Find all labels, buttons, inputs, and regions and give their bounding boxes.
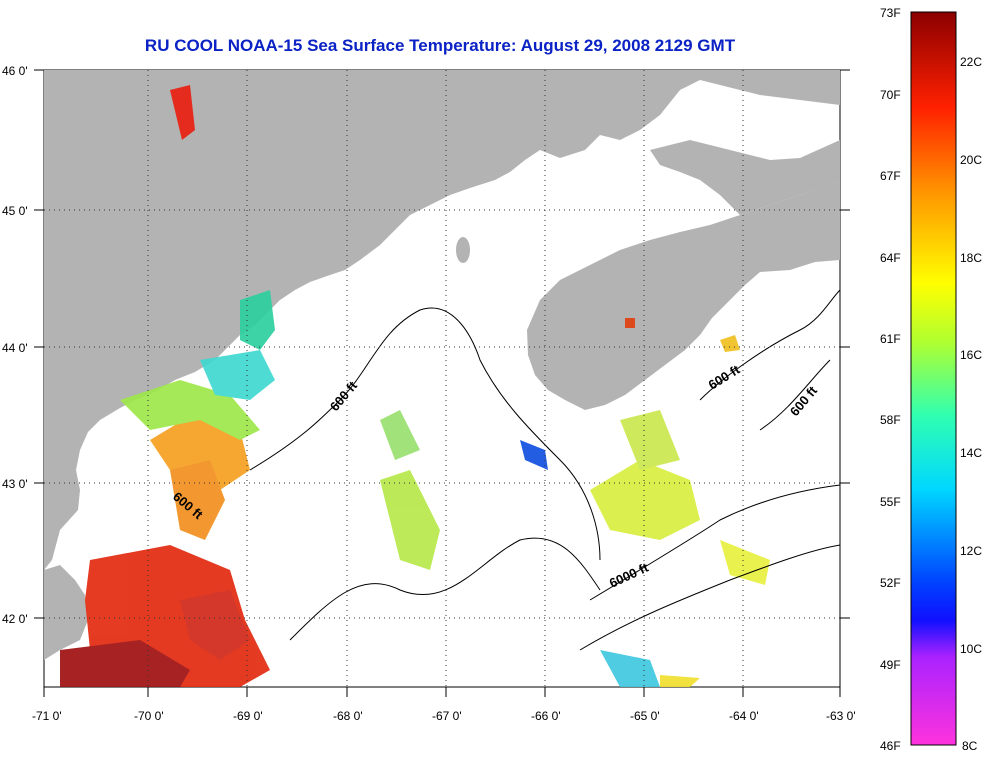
- land-masses: [44, 70, 840, 660]
- land-island: [456, 237, 470, 263]
- colorbar-f-label: 46F: [880, 739, 901, 753]
- colorbar-c-label: 18C: [960, 251, 982, 265]
- colorbar-f-label: 70F: [880, 88, 901, 102]
- lon-label: -66 0': [531, 709, 561, 723]
- colorbar-f-label: 55F: [880, 495, 901, 509]
- map-title: RU COOL NOAA-15 Sea Surface Temperature:…: [144, 36, 736, 55]
- lat-label: 44 0': [2, 341, 28, 355]
- colorbar-f-label: 52F: [880, 576, 901, 590]
- lon-label: -71 0': [32, 709, 62, 723]
- tick-marks: [34, 69, 850, 697]
- sst-data: [60, 85, 770, 687]
- lat-label: 46 0': [2, 64, 28, 78]
- colorbar-f-label: 67F: [880, 169, 901, 183]
- land-nova-scotia: [527, 182, 840, 410]
- colorbar-c-label: 12C: [960, 544, 982, 558]
- lat-label: 42 0': [2, 612, 28, 626]
- lon-label: -65 0': [630, 709, 660, 723]
- land-pei-region: [650, 140, 840, 215]
- colorbar-c-labels: 22C 20C 18C 16C 14C 12C 10C 8C: [960, 55, 982, 753]
- colorbar-f-label: 61F: [880, 332, 901, 346]
- lon-label: -64 0': [729, 709, 759, 723]
- colorbar-c-label: 20C: [960, 153, 982, 167]
- depth-contours: [249, 289, 840, 651]
- lon-label: -69 0': [233, 709, 263, 723]
- colorbar-f-labels: 73F 70F 67F 64F 61F 58F 55F 52F 49F 46F: [880, 6, 901, 753]
- colorbar-c-label: 10C: [960, 642, 982, 656]
- lon-label: -70 0': [134, 709, 164, 723]
- colorbar-c-label: 16C: [960, 348, 982, 362]
- lon-label: -67 0': [432, 709, 462, 723]
- lon-label: -68 0': [333, 709, 363, 723]
- colorbar-c-label: 14C: [960, 446, 982, 460]
- colorbar-f-label: 64F: [880, 251, 901, 265]
- lat-label: 45 0': [2, 204, 28, 218]
- colorbar-c-label: 8C: [962, 739, 978, 753]
- lon-label: -63 0': [826, 709, 856, 723]
- lat-label: 43 0': [2, 477, 28, 491]
- colorbar-f-label: 49F: [880, 658, 901, 672]
- colorbar-f-label: 58F: [880, 413, 901, 427]
- colorbar-c-label: 22C: [960, 55, 982, 69]
- colorbar-f-label: 73F: [880, 6, 901, 20]
- land-cape-cod: [44, 565, 88, 660]
- land-mainland: [44, 70, 840, 570]
- colorbar: [910, 11, 957, 746]
